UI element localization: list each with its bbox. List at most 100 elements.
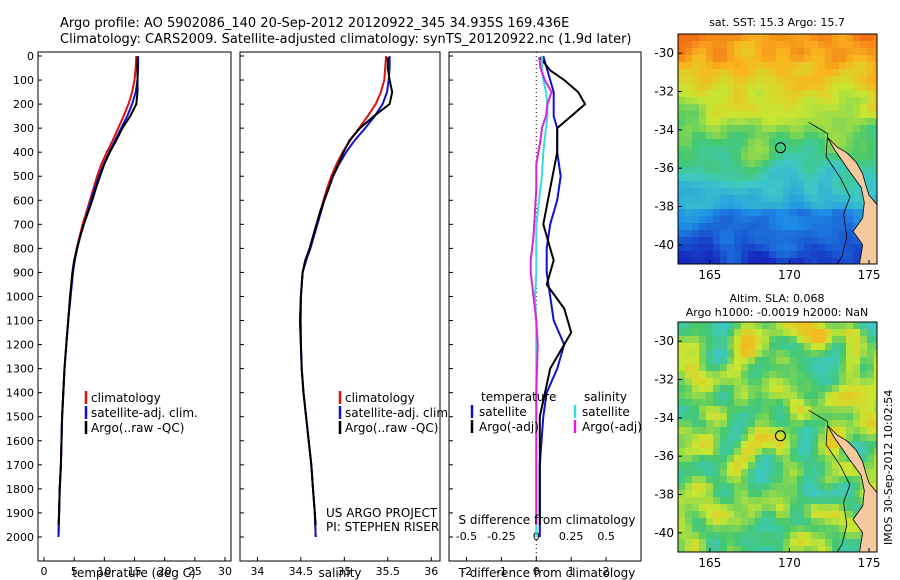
map-cell xyxy=(741,455,749,463)
map-cell xyxy=(860,322,868,330)
map-cell xyxy=(741,378,749,386)
map-cell xyxy=(804,455,812,463)
map-cell xyxy=(755,476,763,484)
map-cell xyxy=(734,41,742,49)
map-cell xyxy=(818,55,826,63)
map-cell xyxy=(720,448,728,456)
map-cell xyxy=(692,167,700,175)
map-cell xyxy=(776,34,784,42)
map-cell xyxy=(699,441,707,449)
map-cell xyxy=(734,62,742,70)
map-cell xyxy=(811,504,819,512)
map-cell xyxy=(867,174,875,182)
map-cell xyxy=(860,420,868,428)
map-cell xyxy=(727,41,735,49)
map-cell xyxy=(874,448,877,456)
map-cell xyxy=(706,483,714,491)
map-cell xyxy=(699,518,707,526)
map-cell xyxy=(790,462,798,470)
map-cell xyxy=(755,532,763,540)
map-cell xyxy=(727,202,735,210)
map-cell xyxy=(727,497,735,505)
map-cell xyxy=(699,230,707,238)
map-cell xyxy=(755,76,763,84)
map-cell xyxy=(860,76,868,84)
map-cell xyxy=(790,55,798,63)
map-cell xyxy=(734,399,742,407)
map-cell xyxy=(762,364,770,372)
map-cell xyxy=(846,181,854,189)
map-cell xyxy=(706,427,714,435)
map-cell xyxy=(853,434,861,442)
map-cell xyxy=(734,385,742,393)
map-cell xyxy=(846,125,854,133)
map-cell xyxy=(853,62,861,70)
map-cell xyxy=(706,244,714,252)
map-cell xyxy=(755,251,763,259)
map-cell xyxy=(769,62,777,70)
map-cell xyxy=(818,104,826,112)
map-cell xyxy=(713,132,721,140)
map-cell xyxy=(727,385,735,393)
map-cell xyxy=(783,139,791,147)
map-cell xyxy=(853,188,861,196)
map-cell xyxy=(776,62,784,70)
map-cell xyxy=(797,371,805,379)
map-cell xyxy=(846,111,854,119)
map-cell xyxy=(741,251,749,259)
map-cell xyxy=(832,181,840,189)
map-cell xyxy=(706,118,714,126)
map-cell xyxy=(811,385,819,393)
map-cell xyxy=(874,336,877,344)
map-cell xyxy=(853,34,861,42)
map-cell xyxy=(769,209,777,217)
map-cell xyxy=(699,406,707,414)
map-cell xyxy=(762,90,770,98)
map-cell xyxy=(769,483,777,491)
map-cell xyxy=(860,146,868,154)
map-cell xyxy=(776,385,784,393)
map-cell xyxy=(790,174,798,182)
map-cell xyxy=(846,146,854,154)
map-cell xyxy=(846,90,854,98)
map-cell xyxy=(748,504,756,512)
map-cell xyxy=(692,251,700,259)
map-cell xyxy=(734,343,742,351)
map-cell xyxy=(790,392,798,400)
map-cell xyxy=(720,546,728,552)
map-cell xyxy=(790,476,798,484)
map-cell xyxy=(776,244,784,252)
map-cell xyxy=(762,420,770,428)
map-cell xyxy=(762,462,770,470)
map-cell xyxy=(678,146,686,154)
map-cell xyxy=(734,174,742,182)
map-cell xyxy=(867,55,875,63)
map-cell xyxy=(853,532,861,540)
legend-label-argo: Argo(..raw -QC) xyxy=(91,421,184,435)
map-cell xyxy=(748,90,756,98)
map-cell xyxy=(776,462,784,470)
legend-label-satellite: satellite-adj. clim. xyxy=(91,406,198,420)
map-cell xyxy=(685,427,693,435)
map-cell xyxy=(678,76,686,84)
map-cell xyxy=(685,364,693,372)
x2-tick-label: -0.5 xyxy=(456,530,477,543)
map-cell xyxy=(706,62,714,70)
legend-label-t-satellite: satellite xyxy=(479,405,527,419)
map-cell xyxy=(741,385,749,393)
map-cell xyxy=(825,329,833,337)
map-cell xyxy=(818,469,826,477)
map-cell xyxy=(762,350,770,358)
map-cell xyxy=(797,462,805,470)
x-tick-label: 20 xyxy=(158,565,172,578)
map-cell xyxy=(748,153,756,161)
sst-map-panel: sat. SST: 15.3 Argo: 15.7 165 170 175-30-3… xyxy=(654,16,880,282)
map-cell xyxy=(832,153,840,161)
map-cell xyxy=(811,462,819,470)
map-cell xyxy=(755,539,763,547)
map-cell xyxy=(860,441,868,449)
x-tick-label: 2 xyxy=(603,565,610,578)
map-cell xyxy=(804,251,812,259)
map-cell xyxy=(776,104,784,112)
map-cell xyxy=(727,322,735,330)
